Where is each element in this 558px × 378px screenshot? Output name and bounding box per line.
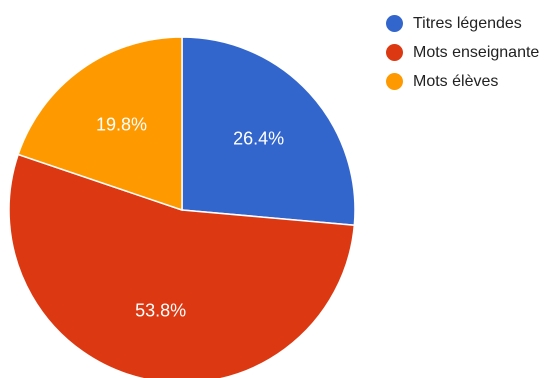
legend-label-mots-eleves: Mots élèves — [413, 73, 499, 90]
legend-label-mots-enseignante: Mots enseignante — [413, 44, 540, 61]
legend-item-mots-eleves[interactable]: Mots élèves — [386, 71, 558, 93]
legend-label-titres-legendes: Titres légendes — [413, 15, 522, 32]
pie-slice-mots-enseignante[interactable] — [8, 153, 356, 378]
legend: Titres légendes Mots enseignante Mots él… — [386, 13, 558, 100]
legend-item-mots-enseignante[interactable]: Mots enseignante — [386, 42, 558, 64]
legend-swatch-mots-enseignante — [386, 44, 403, 61]
pie-label-mots-enseignante: 53.8% — [135, 300, 186, 320]
legend-swatch-titres-legendes — [386, 15, 403, 32]
legend-item-titres-legendes[interactable]: Titres légendes — [386, 13, 558, 35]
pie-slice-mots-eleves[interactable] — [17, 36, 183, 212]
legend-swatch-mots-eleves — [386, 73, 403, 90]
pie-label-mots-eleves: 19.8% — [96, 114, 147, 134]
pie-label-titres-legendes: 26.4% — [233, 129, 284, 149]
pie-slice-titres-legendes[interactable] — [181, 36, 356, 227]
